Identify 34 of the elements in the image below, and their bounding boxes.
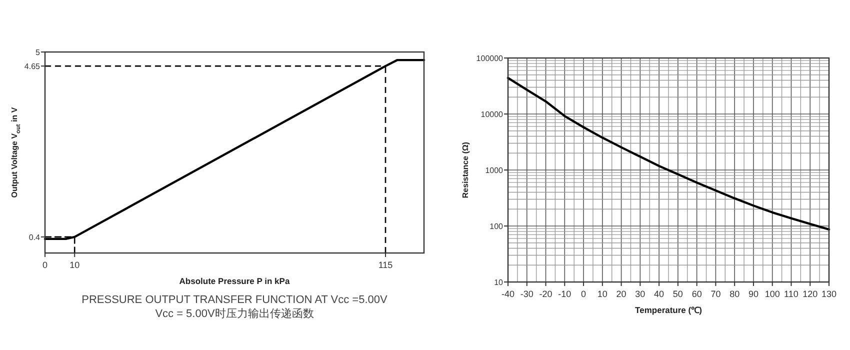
x-tick-label: 80 [730, 289, 740, 299]
x-tick-label: 40 [654, 289, 664, 299]
x-tick-label: 130 [821, 289, 837, 299]
x-tick-label: 70 [710, 289, 721, 299]
x-tick-label: 90 [748, 289, 758, 299]
x-tick-label: -20 [539, 289, 552, 299]
y-tick-label: 100 [490, 222, 504, 231]
y-tick-label: 0.4 [28, 232, 41, 242]
y-tick-label: 10 [494, 278, 504, 287]
x-tick-label: -30 [520, 289, 534, 299]
x-tick-label: 0 [581, 289, 586, 299]
x-tick-label: -10 [558, 289, 572, 299]
y-tick-label: 4.65 [24, 62, 41, 72]
y-tick-label: 100000 [476, 54, 504, 63]
text: Vcc = 5.00V时压力输出传递函数 [155, 307, 314, 320]
x-tick-label: -40 [501, 289, 515, 299]
x-tick-label: 0 [42, 260, 48, 270]
x-tick-label: 10 [597, 289, 608, 299]
y-axis-title: Resistance (Ω) [461, 142, 470, 198]
x-tick-label: 110 [784, 289, 798, 299]
x-tick-label: 115 [378, 260, 393, 270]
x-tick-label: 30 [635, 289, 646, 299]
x-axis-title: Temperature (℃) [635, 305, 702, 315]
x-tick-label: 10 [70, 260, 80, 270]
x-axis-title: Absolute Pressure P in kPa [179, 276, 290, 286]
x-tick-label: 50 [672, 289, 683, 299]
y-tick-label: 10000 [480, 110, 504, 119]
text: PRESSURE OUTPUT TRANSFER FUNCTION AT Vcc =5.00V [82, 294, 388, 306]
x-tick-label: 20 [616, 289, 626, 299]
x-tick-label: 120 [802, 289, 818, 299]
y-tick-label: 5 [36, 48, 41, 57]
y-tick-label: 1000 [485, 166, 504, 175]
x-tick-label: 60 [692, 289, 702, 299]
x-tick-label: 100 [764, 289, 780, 299]
